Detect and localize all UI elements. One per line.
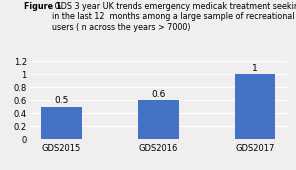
Bar (138, 100, 179, 139)
Legend: % seeking EMT: % seeking EMT (116, 167, 201, 170)
Text: Figure 1: Figure 1 (24, 2, 61, 11)
Text: 0.6: 0.6 (151, 90, 165, 99)
Text: GDS 3 year UK trends emergency medicak treatment seeking
in the last 12  months : GDS 3 year UK trends emergency medicak t… (52, 2, 296, 31)
Bar (41, 107, 82, 139)
Bar (235, 74, 275, 139)
Text: 0.5: 0.5 (54, 96, 69, 105)
Text: 1: 1 (252, 64, 258, 73)
